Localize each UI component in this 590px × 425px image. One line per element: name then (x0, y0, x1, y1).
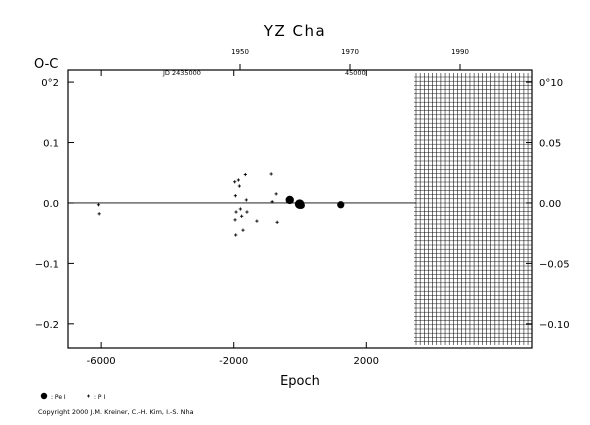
right-tick-label: 0.05 (539, 139, 561, 150)
p-point (240, 214, 244, 218)
p-point (233, 180, 237, 184)
p-point (236, 178, 240, 182)
y-tick-label: −0.1 (35, 259, 59, 270)
y-axis-label: O-C (34, 57, 58, 72)
p-point (233, 194, 237, 198)
p-point (275, 220, 279, 224)
legend-label-p: : P I (94, 394, 105, 401)
pe-point (285, 195, 294, 205)
p-point (244, 198, 248, 202)
jd-label: JD 2435000 (162, 69, 201, 77)
y-tick-label: 0°2 (41, 78, 59, 89)
p-point (241, 228, 245, 232)
p-point (270, 200, 274, 204)
x-tick-label: -6000 (87, 356, 116, 367)
legend-dot-marker (40, 392, 48, 400)
plot-frame (67, 69, 533, 349)
jd-label-secondary: 45000 (345, 69, 366, 77)
y-tick-label: 0.1 (43, 139, 59, 150)
right-tick-label: 0.00 (539, 199, 561, 210)
pe-point (297, 201, 305, 209)
p-point (234, 210, 238, 214)
year-tick-label: 1990 (451, 48, 469, 56)
p-point (243, 172, 247, 177)
p-point (96, 203, 101, 207)
y-tick-label: 0.0 (43, 199, 59, 210)
p-point (237, 184, 241, 188)
legend-label-pe: : Pe I (51, 394, 66, 401)
data-points (96, 172, 345, 237)
x-tick-label: -2000 (219, 356, 248, 367)
year-tick-label: 1950 (231, 48, 249, 56)
y-tick-label: −0.2 (35, 320, 59, 331)
right-tick-label: −0.05 (539, 259, 570, 270)
p-point (255, 219, 259, 223)
chart-title: YZ Cha (263, 22, 326, 40)
hatched-region (414, 73, 532, 345)
x-tick-label: 2000 (354, 356, 379, 367)
axes-ticks: -6000 -2000 2000 1950 1970 1990 −0.2 −0.1 0.0 0.1… (35, 48, 570, 367)
p-point (97, 212, 101, 216)
right-tick-label: 0°10 (539, 78, 563, 89)
year-tick-label: 1970 (341, 48, 359, 56)
x-axis-label: Epoch (280, 374, 320, 389)
p-point (233, 218, 237, 222)
pe-point (337, 201, 345, 209)
p-point (245, 210, 249, 214)
p-point (269, 172, 273, 176)
legend: : Pe I : P I (40, 392, 105, 401)
p-point (238, 207, 242, 211)
copyright-text: Copyright 2000 J.M. Kreiner, C.-H. Kim, … (38, 408, 194, 416)
right-tick-label: −0.10 (539, 320, 570, 331)
p-point (274, 192, 278, 196)
p-point (234, 233, 238, 237)
